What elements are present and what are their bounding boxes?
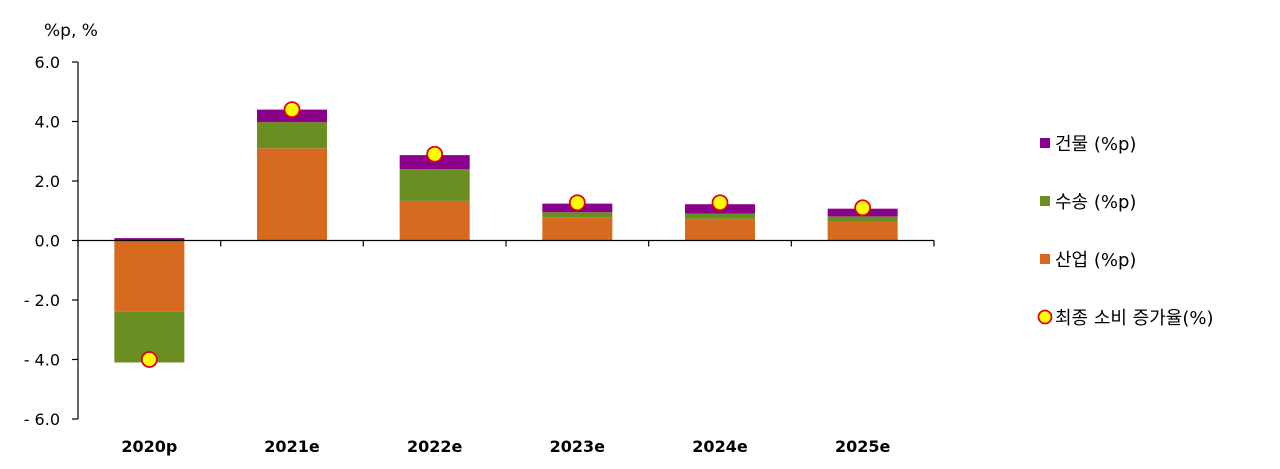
growth-markers	[140, 101, 872, 368]
legend-swatch	[1040, 254, 1050, 264]
bar-stacks	[114, 109, 898, 363]
x-tick-label: 2024e	[692, 437, 748, 456]
y-tick-label: 2.0	[35, 172, 60, 191]
legend-label: 산업 (%p)	[1055, 250, 1136, 271]
growth-marker	[854, 199, 872, 217]
y-tick-label: 0.0	[35, 232, 60, 251]
legend-marker	[1037, 309, 1053, 325]
growth-marker	[140, 351, 158, 368]
bar-segment	[257, 122, 327, 149]
x-axis-tick-labels: 2020p 2021e 2022e 2023e 2024e 2025e	[121, 437, 890, 456]
legend-label: 최종 소비 증가율(%)	[1055, 308, 1214, 329]
y-axis-ticks: 6.0 4.0 2.0 0.0 - 2.0 - 4.0 - 6.0	[24, 53, 78, 429]
x-tick-label: 2022e	[407, 437, 463, 456]
bar-segment	[399, 200, 470, 241]
growth-marker	[568, 194, 586, 212]
y-tick-label: - 4.0	[24, 351, 60, 370]
y-tick-label: - 6.0	[24, 410, 60, 429]
x-tick-label: 2023e	[550, 437, 606, 456]
bar-segment	[399, 169, 470, 201]
legend-swatch	[1040, 138, 1050, 148]
bar-segment	[827, 221, 898, 241]
y-tick-label: - 2.0	[24, 291, 60, 310]
axes	[77, 62, 935, 419]
legend-swatch	[1040, 196, 1050, 206]
x-tick-label: 2025e	[835, 437, 891, 456]
growth-marker	[711, 194, 729, 212]
bar-segment	[685, 218, 755, 241]
growth-marker	[283, 101, 301, 118]
bar-segment	[827, 216, 898, 222]
x-tick-label: 2020p	[121, 437, 177, 456]
bar-segment	[114, 240, 185, 312]
y-tick-label: 4.0	[35, 113, 60, 132]
y-tick-label: 6.0	[35, 53, 60, 72]
legend: 건물 (%p) 수송 (%p) 산업 (%p) 최종 소비 증가율(%)	[1037, 134, 1214, 329]
y-axis-unit-label: %p, %	[44, 21, 98, 41]
bar-segment	[542, 212, 613, 218]
growth-marker	[426, 145, 444, 163]
bar-segment	[257, 148, 327, 241]
x-tick-label: 2021e	[264, 437, 320, 456]
bar-segment	[542, 217, 613, 241]
legend-label: 수송 (%p)	[1055, 192, 1136, 213]
bar-segment	[114, 238, 185, 241]
legend-label: 건물 (%p)	[1055, 134, 1136, 155]
bar-segment	[685, 213, 755, 219]
